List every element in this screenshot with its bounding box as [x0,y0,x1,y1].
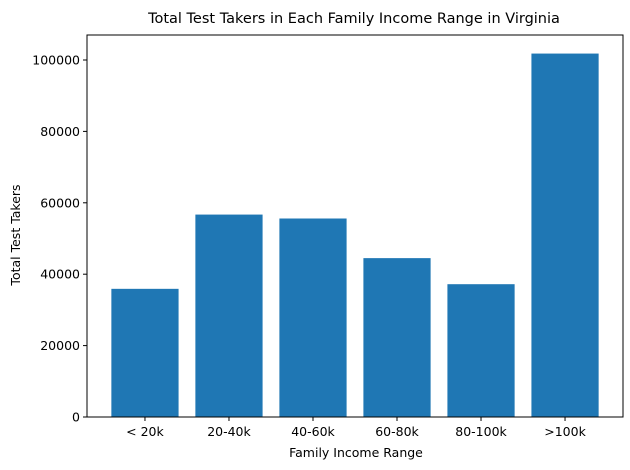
bar-5 [531,53,599,418]
x-tick-label: >100k [544,424,586,439]
x-tick-label: 60-80k [375,424,419,439]
bar-0 [111,288,179,417]
x-tick-label: 80-100k [455,424,507,439]
y-tick-label: 40000 [40,267,80,282]
bar-4 [447,284,515,417]
y-tick-label: 100000 [32,52,80,67]
x-axis-label: Family Income Range [289,445,423,460]
y-axis-ticks: 0 20000 40000 60000 80000 100000 [32,52,87,425]
bars-group [111,53,599,418]
x-tick-label: < 20k [126,424,164,439]
y-tick-label: 80000 [40,124,80,139]
y-tick-label: 60000 [40,195,80,210]
y-tick-label: 0 [72,410,80,425]
x-tick-label: 40-60k [291,424,335,439]
x-tick-label: 20-40k [207,424,251,439]
y-axis-label: Total Test Takers [8,184,23,286]
y-tick-label: 20000 [40,338,80,353]
plot-frame [86,34,624,418]
x-axis-ticks: < 20k 20-40k 40-60k 60-80k 80-100k >100k [126,417,587,439]
bar-1 [195,214,263,417]
bar-2 [279,218,347,417]
chart-title: Total Test Takers in Each Family Income … [147,11,560,27]
bar-3 [363,258,431,417]
